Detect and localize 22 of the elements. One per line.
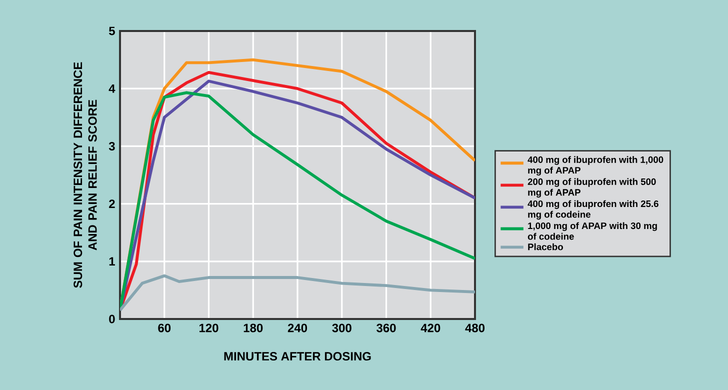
x-tick-label: 60	[158, 324, 171, 332]
x-tick-label: 360	[376, 324, 396, 332]
x-tick-label: 420	[420, 324, 440, 332]
y-tick-label: 5	[108, 26, 115, 36]
legend-label: 400 mg of ibuprofen with 1,000 mg of APAP	[528, 156, 664, 176]
x-axis-title: MINUTES AFTER DOSING	[224, 352, 371, 361]
y-tick-label: 3	[108, 142, 115, 150]
x-tick-label: 300	[332, 324, 352, 332]
x-tick-label: 180	[244, 324, 263, 332]
x-tick-label: 480	[465, 324, 485, 332]
legend-label: Placebo	[528, 243, 563, 250]
x-tick-label: 240	[288, 324, 308, 332]
y-tick-label: 0	[109, 314, 115, 324]
y-tick-label: 4	[108, 84, 116, 93]
legend-label: 200 mg of ibuprofen with 500 mg of APAP	[528, 178, 656, 198]
legend-label: 1,000 mg of APAP with 30 mg of codeine	[528, 222, 657, 240]
y-tick-label: 1	[109, 257, 115, 266]
y-axis-title: SUM OF PAIN INTENSITY DIFFERENCE AND PAIN RELIEF SCORE	[74, 62, 97, 288]
y-tick-label: 2	[109, 200, 115, 208]
line-series	[120, 274, 476, 312]
x-tick-label: 120	[199, 324, 218, 332]
legend-label: 400 mg of ibuprofen with 25.6 mg of codeine	[528, 200, 658, 220]
